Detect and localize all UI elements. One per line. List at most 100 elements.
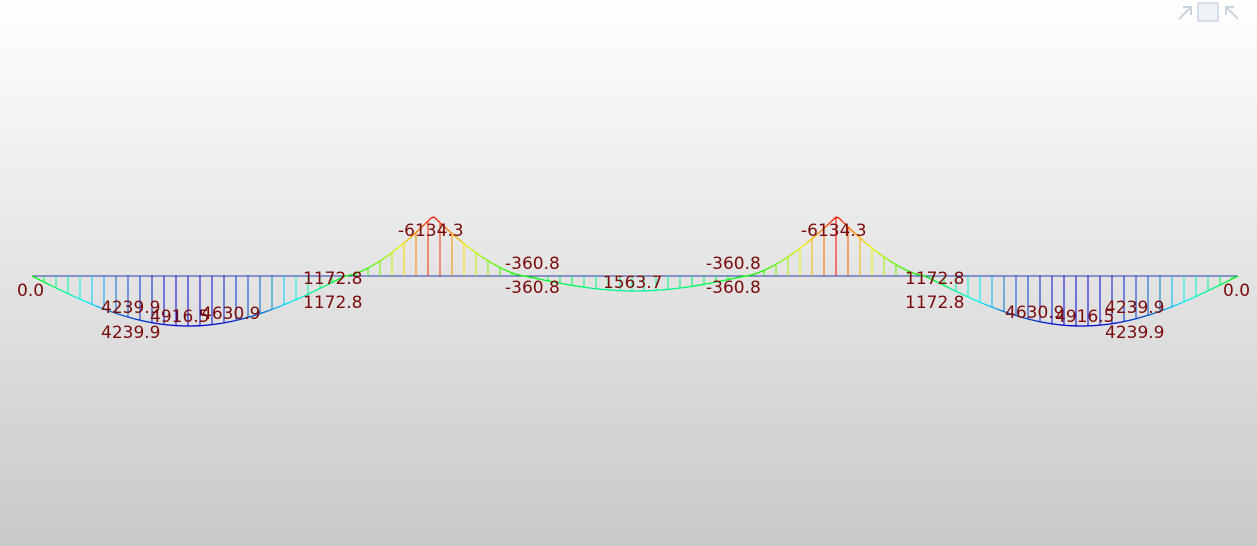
moment-curve [358,270,363,273]
moment-curve [481,256,486,260]
moment-curve [898,265,903,269]
moment-curve [562,283,567,285]
moment-curve [736,276,741,279]
moment-curve [538,278,543,281]
moment-curve [814,233,819,237]
value-label: -360.8 [706,254,761,274]
moment-curve [727,278,732,281]
moment-curve [910,271,915,274]
moment-curve [787,254,792,258]
moment-curve [259,312,264,315]
moment-curve [487,260,492,264]
maximize-icon[interactable] [1197,2,1219,22]
moment-curve [268,308,273,312]
moment-curve [415,229,420,233]
moment-curve [232,319,237,322]
moment-curve [1198,293,1203,296]
moment-curve [1147,313,1152,316]
moment-curve [544,279,549,282]
moment-curve [943,284,948,288]
moment-curve [1039,321,1044,323]
value-label: 1172.8 [905,269,964,289]
moment-curve [247,315,252,318]
moment-curve [316,287,321,291]
moment-curve [997,308,1002,312]
moment-curve [1234,275,1239,279]
moment-curve [1123,320,1128,323]
moment-curve [331,280,336,284]
moment-curve [67,293,72,296]
value-label: 0.0 [1223,281,1250,301]
moment-curve [85,301,90,304]
moment-curve [313,289,318,292]
moment-curve [55,287,60,290]
moment-curve [430,216,435,219]
moment-curve [76,297,81,300]
moment-curve [1003,311,1008,314]
moment-curve [94,304,99,308]
moment-curve [433,216,438,221]
moment-curve [136,318,141,321]
moment-curve [484,258,489,262]
value-label: 4239.9 [101,298,160,318]
moment-curve [325,283,330,287]
moment-curve [1162,308,1167,311]
moment-curve [982,302,987,306]
moment-curve [568,284,573,286]
moment-curve [1231,276,1236,280]
moment-curve [79,298,84,302]
moment-curve [49,284,54,288]
moment-curve [883,256,888,260]
moment-curve [448,230,453,235]
moment-curve [541,278,546,281]
moment-curve [928,277,933,281]
moment-curve [61,290,66,293]
moment-curve [505,269,510,273]
moment-curve [1195,294,1200,298]
moment-curve [877,252,882,256]
moment-curve [466,245,471,249]
moment-curve [532,277,537,279]
moment-curve [286,301,291,305]
moment-curve [367,265,372,269]
moment-curve [424,220,429,225]
moment-curve [967,296,972,299]
moment-curve [925,275,930,279]
moment-curve [472,249,477,254]
moment-curve [559,282,564,285]
moment-curve [337,277,342,281]
moment-curve [88,302,93,305]
moment-curve [409,234,414,239]
moment-curve [265,309,270,313]
restore-icon[interactable] [1225,6,1239,20]
moment-curve [556,281,561,284]
moment-curve [1042,321,1047,324]
moment-curve [451,233,456,237]
moment-curve [73,295,78,299]
moment-curve [781,258,786,262]
moment-curve [103,308,108,311]
moment-curve [856,234,861,239]
moment-curve [43,281,48,285]
moment-curve [553,281,558,284]
moment-curve [220,322,225,325]
moment-curve [382,256,387,260]
moment-curve [493,263,498,267]
moment-curve [706,282,711,285]
moment-curve [868,245,873,249]
view-controls[interactable] [1178,2,1239,22]
moment-curve [379,258,384,262]
moment-curve [319,286,324,289]
moment-curve [904,268,909,272]
moment-curve [1006,312,1011,315]
expand-icon[interactable] [1178,6,1192,20]
moment-curve [970,297,975,301]
moment-curve [988,305,993,308]
moment-curve [940,283,945,287]
moment-curve [229,320,234,323]
moment-curve [97,306,102,309]
moment-curve [388,252,393,256]
moment-curve [826,222,831,226]
moment-curve [52,285,57,289]
